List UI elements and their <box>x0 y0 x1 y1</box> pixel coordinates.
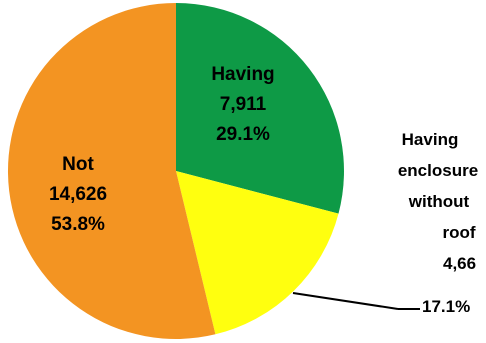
pie-slices <box>7 2 344 339</box>
slice-percent-having: 29.1% <box>216 124 270 145</box>
slice-value-enclosure: 4,66 <box>443 254 476 273</box>
slice-label-not: Not <box>62 154 94 175</box>
slice-label-having: Having <box>211 64 274 85</box>
leader-line <box>292 292 399 310</box>
slice-label-enclosure-line-2: enclosure <box>398 161 478 180</box>
slice-percent-enclosure: 17.1% <box>422 297 470 316</box>
pie-slice-having <box>176 3 344 214</box>
pie-slice-not <box>7 2 216 339</box>
pie-slice-having-enclosure-without-roof <box>176 171 339 335</box>
slice-percent-not: 53.8% <box>51 214 105 235</box>
slice-value-having: 7,911 <box>220 94 267 115</box>
slice-label-enclosure-line-3: without <box>408 192 470 211</box>
slice-label-enclosure-line-1: Having <box>402 130 459 149</box>
slice-value-not: 14,626 <box>49 184 107 205</box>
slice-label-enclosure-line-4: roof <box>442 223 475 242</box>
